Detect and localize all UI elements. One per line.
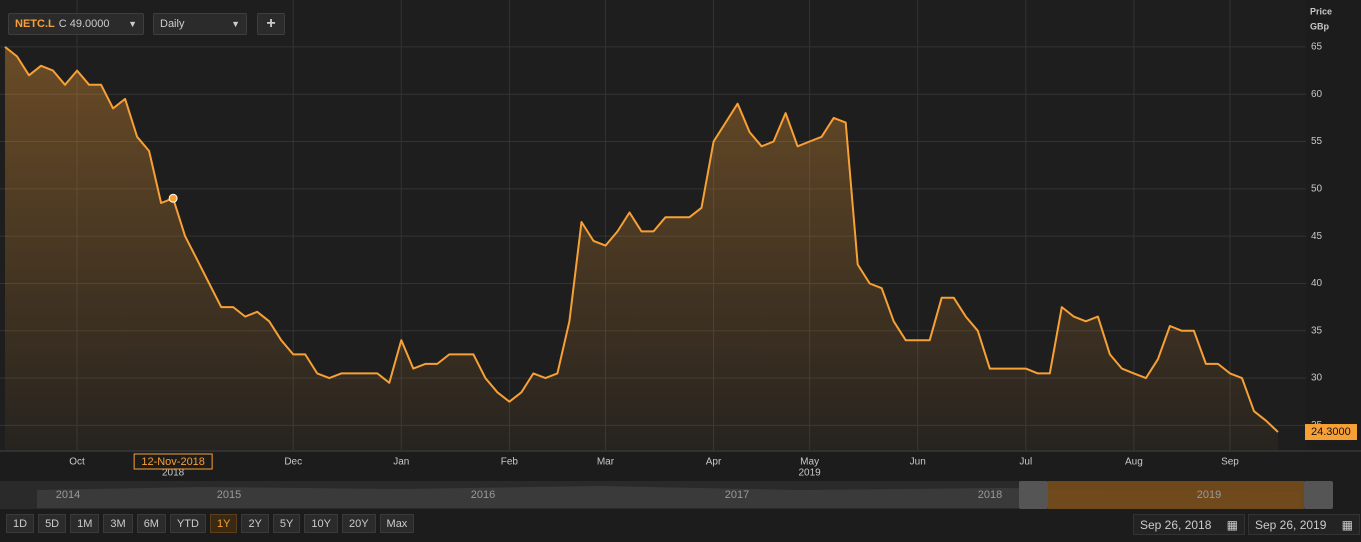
calendar-icon: ▦ bbox=[1341, 517, 1353, 532]
range-button[interactable]: 2Y bbox=[241, 514, 269, 533]
area bbox=[5, 46, 1278, 451]
navigator-year: 2017 bbox=[725, 489, 749, 501]
x-tick-label: Apr bbox=[706, 457, 722, 468]
y-tick-label: 40 bbox=[1311, 278, 1323, 289]
y-tick-label: 50 bbox=[1311, 183, 1323, 194]
plot bbox=[0, 0, 1306, 451]
navigator-selection[interactable] bbox=[1048, 481, 1304, 509]
range-button[interactable]: 1D bbox=[6, 514, 35, 533]
y-axis-label: GBp bbox=[1310, 21, 1330, 31]
range-button[interactable]: 1M bbox=[70, 514, 100, 533]
y-tick-label: 45 bbox=[1311, 231, 1323, 242]
range-button[interactable]: 3M bbox=[103, 514, 133, 533]
crosshair-point bbox=[168, 193, 178, 203]
x-year-label: 2019 bbox=[799, 468, 822, 479]
navigator-year: 2018 bbox=[978, 489, 1002, 501]
y-tick-label: 30 bbox=[1311, 373, 1323, 384]
x-tick-label: Oct bbox=[69, 457, 85, 468]
interval-select[interactable]: Daily ▼ bbox=[153, 13, 247, 35]
ticker: NETC.L bbox=[15, 18, 55, 30]
navigator-year: 2015 bbox=[217, 489, 241, 501]
date-to-text: Sep 26, 2019 bbox=[1255, 517, 1327, 532]
x-year-label: 2018 bbox=[162, 468, 185, 479]
y-tick-label: 55 bbox=[1311, 136, 1323, 147]
line bbox=[4, 46, 1279, 433]
interval: Daily bbox=[160, 18, 185, 30]
last-value-label: 24.3000 bbox=[1311, 426, 1351, 438]
x-tick-label: Jul bbox=[1019, 457, 1032, 468]
dropdown-arrow: ▼ bbox=[231, 19, 240, 29]
navigator-handle[interactable] bbox=[1304, 481, 1333, 509]
range-button[interactable]: YTD bbox=[169, 514, 206, 533]
crosshair-box bbox=[133, 453, 213, 470]
crosshair-label: 12-Nov-2018 bbox=[141, 456, 205, 468]
range-button[interactable]: Max bbox=[379, 514, 415, 533]
x-tick-label: Jan bbox=[393, 457, 409, 468]
date-from[interactable]: Sep 26, 2018 ▦ bbox=[1133, 514, 1245, 535]
x-tick-label: Aug bbox=[1125, 457, 1143, 468]
x-tick-label: Jun bbox=[910, 457, 926, 468]
navigator-year: 2016 bbox=[471, 489, 495, 501]
navigator-history bbox=[37, 486, 1300, 508]
date-from-text: Sep 26, 2018 bbox=[1140, 517, 1212, 532]
quote: C 49.0000 bbox=[58, 18, 110, 30]
dropdown-arrow: ▼ bbox=[128, 19, 137, 29]
range-button[interactable]: 5Y bbox=[272, 514, 301, 533]
navigator-year: 2014 bbox=[56, 489, 80, 501]
x-tick-label: Feb bbox=[501, 457, 519, 468]
last-value-box bbox=[1305, 424, 1357, 441]
calendar-icon: ▦ bbox=[1226, 517, 1238, 532]
add-button[interactable]: + bbox=[257, 13, 285, 35]
y-axis-label: Price bbox=[1310, 6, 1332, 16]
y-tick-label: 35 bbox=[1311, 325, 1323, 336]
range-button[interactable]: 20Y bbox=[341, 514, 376, 533]
ticker-box[interactable]: NETC.L C 49.0000 ▼ bbox=[8, 13, 144, 35]
x-tick-label: Dec bbox=[284, 457, 302, 468]
range-buttons: 1D 5D 1M 3M 6M YTD 1Y 2Y 5Y 10Y 20Y Max bbox=[6, 514, 415, 533]
range-button[interactable]: 6M bbox=[136, 514, 166, 533]
y-tick-label: 65 bbox=[1311, 42, 1323, 53]
range-button[interactable]: 10Y bbox=[304, 514, 338, 533]
date-to[interactable]: Sep 26, 2019 ▦ bbox=[1248, 514, 1360, 535]
range-button[interactable]: 1Y bbox=[209, 514, 238, 533]
navigator-year: 2019 bbox=[1197, 489, 1221, 501]
x-tick-label: Mar bbox=[597, 457, 615, 468]
y-tick-label: 60 bbox=[1311, 89, 1323, 100]
x-tick-label: Sep bbox=[1221, 457, 1239, 468]
x-tick-label: May bbox=[800, 457, 819, 468]
navigator-handle[interactable] bbox=[1019, 481, 1048, 509]
range-button[interactable]: 5D bbox=[38, 514, 67, 533]
